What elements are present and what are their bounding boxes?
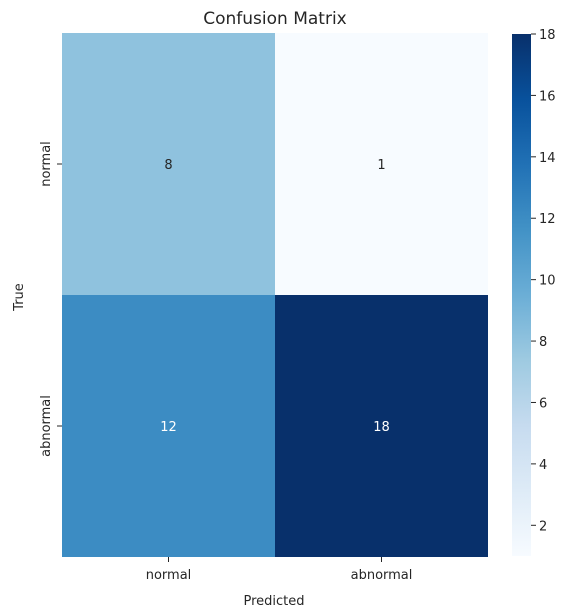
colorbar-tick-label: 8 (539, 335, 547, 350)
heatmap-cells: 8 1 12 18 (62, 33, 488, 557)
cell-value-label: 18 (373, 420, 390, 435)
colorbar-tick-label: 18 (539, 28, 556, 43)
cell-normal-normal (62, 33, 275, 295)
colorbar-tick-label: 16 (539, 89, 556, 104)
colorbar-tick-label: 6 (539, 396, 547, 411)
colorbar-tick-label: 12 (539, 212, 556, 227)
cell-abnormal-abnormal (275, 295, 488, 557)
x-tick-label: abnormal (351, 568, 413, 583)
y-tick-label: normal (39, 141, 54, 187)
x-tick-label: normal (146, 568, 192, 583)
colorbar-tick-label: 10 (539, 274, 556, 289)
colorbar: 2 4 6 8 10 12 14 16 18 (512, 28, 556, 556)
colorbar-tick-label: 4 (539, 458, 547, 473)
chart-title: Confusion Matrix (203, 9, 347, 29)
colorbar-tick-label: 14 (539, 151, 556, 166)
x-axis-label: Predicted (243, 594, 304, 609)
cell-normal-abnormal (275, 33, 488, 295)
cell-abnormal-normal (62, 295, 275, 557)
cell-value-label: 12 (160, 420, 177, 435)
colorbar-tick-label: 2 (539, 519, 547, 534)
y-tick-label: abnormal (39, 395, 54, 457)
cell-value-label: 1 (377, 158, 385, 173)
y-axis-label: True (12, 283, 27, 312)
colorbar-gradient (512, 34, 531, 556)
x-axis-ticks: normal abnormal (146, 557, 413, 583)
y-axis-ticks: normal abnormal (39, 141, 62, 457)
cell-value-label: 8 (164, 158, 172, 173)
colorbar-ticks: 2 4 6 8 10 12 14 16 18 (531, 28, 556, 534)
